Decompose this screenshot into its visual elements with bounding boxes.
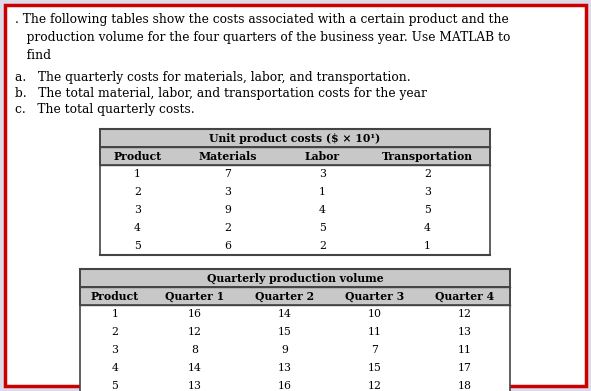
Text: Labor: Labor [305,151,340,161]
Text: 9: 9 [281,345,288,355]
Text: 1: 1 [134,169,141,179]
Text: 2: 2 [112,327,119,337]
Text: 1: 1 [319,187,326,197]
FancyBboxPatch shape [80,287,510,305]
Text: 5: 5 [319,223,326,233]
Text: 8: 8 [191,345,199,355]
Text: 2: 2 [224,223,231,233]
Text: 16: 16 [188,309,202,319]
Text: 9: 9 [224,205,231,215]
Text: 11: 11 [368,327,382,337]
Text: 5: 5 [134,241,141,251]
Text: Quarterly production volume: Quarterly production volume [207,273,384,283]
FancyBboxPatch shape [100,237,490,255]
FancyBboxPatch shape [80,305,510,323]
Text: 4: 4 [134,223,141,233]
Text: find: find [15,49,51,62]
FancyBboxPatch shape [100,183,490,201]
Text: 13: 13 [458,327,472,337]
Text: 17: 17 [458,363,472,373]
FancyBboxPatch shape [100,201,490,219]
FancyBboxPatch shape [100,219,490,237]
Text: 16: 16 [278,381,292,391]
Text: 12: 12 [458,309,472,319]
Text: Quarter 3: Quarter 3 [345,291,405,301]
Text: 3: 3 [319,169,326,179]
FancyBboxPatch shape [80,323,510,341]
Text: 13: 13 [188,381,202,391]
Text: 4: 4 [319,205,326,215]
Text: 12: 12 [368,381,382,391]
Text: 1: 1 [424,241,431,251]
Text: 14: 14 [278,309,292,319]
Text: 2: 2 [319,241,326,251]
Text: 3: 3 [424,187,431,197]
FancyBboxPatch shape [80,269,510,287]
FancyBboxPatch shape [100,147,490,165]
Text: Quarter 1: Quarter 1 [165,291,225,301]
Text: 12: 12 [188,327,202,337]
Text: 7: 7 [372,345,378,355]
FancyBboxPatch shape [80,359,510,377]
Text: 14: 14 [188,363,202,373]
Text: 5: 5 [112,381,118,391]
Text: 6: 6 [224,241,231,251]
Text: Quarter 4: Quarter 4 [436,291,495,301]
FancyBboxPatch shape [100,165,490,183]
Text: 2: 2 [424,169,431,179]
Text: 2: 2 [134,187,141,197]
Text: 15: 15 [368,363,382,373]
Text: 18: 18 [458,381,472,391]
Text: 3: 3 [134,205,141,215]
FancyBboxPatch shape [100,129,490,147]
FancyBboxPatch shape [5,5,586,386]
FancyBboxPatch shape [80,377,510,391]
Text: production volume for the four quarters of the business year. Use MATLAB to: production volume for the four quarters … [15,31,511,44]
Text: 3: 3 [224,187,231,197]
Text: 1: 1 [112,309,119,319]
Text: 4: 4 [112,363,118,373]
Text: 11: 11 [458,345,472,355]
Text: c.   The total quarterly costs.: c. The total quarterly costs. [15,103,194,116]
Text: 3: 3 [112,345,119,355]
Text: Unit product costs ($ × 10¹): Unit product costs ($ × 10¹) [209,133,381,143]
Text: Quarter 2: Quarter 2 [255,291,314,301]
Text: 5: 5 [424,205,431,215]
Text: a.   The quarterly costs for materials, labor, and transportation.: a. The quarterly costs for materials, la… [15,71,411,84]
FancyBboxPatch shape [80,341,510,359]
Text: 10: 10 [368,309,382,319]
Text: 7: 7 [224,169,231,179]
Text: . The following tables show the costs associated with a certain product and the: . The following tables show the costs as… [15,13,509,26]
Text: Transportation: Transportation [382,151,473,161]
Text: 13: 13 [278,363,292,373]
Text: Product: Product [91,291,139,301]
Text: Materials: Materials [198,151,256,161]
Text: 4: 4 [424,223,431,233]
Text: b.   The total material, labor, and transportation costs for the year: b. The total material, labor, and transp… [15,87,427,100]
Text: Product: Product [113,151,161,161]
Text: 15: 15 [278,327,292,337]
